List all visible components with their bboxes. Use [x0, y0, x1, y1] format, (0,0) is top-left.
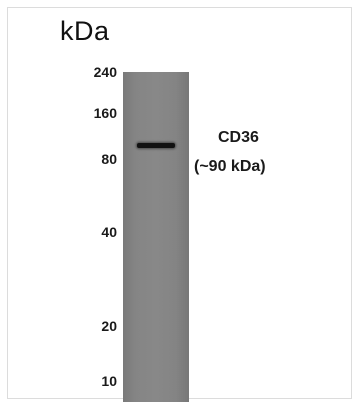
marker-label-160: 160 [93, 105, 117, 121]
unit-label: kDa [60, 16, 110, 46]
protein-band [137, 143, 175, 148]
marker-label-20: 20 [101, 318, 117, 334]
marker-label-240: 240 [93, 64, 117, 80]
marker-label-80: 80 [101, 151, 117, 167]
marker-label-40: 40 [101, 224, 117, 240]
marker-label-10: 10 [101, 373, 117, 389]
target-protein-name: CD36 [218, 129, 259, 146]
blot-lane [123, 72, 189, 402]
target-protein-size: (~90 kDa) [194, 158, 266, 175]
